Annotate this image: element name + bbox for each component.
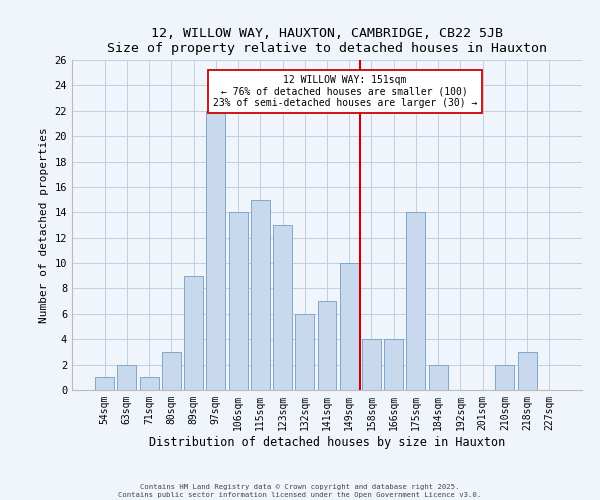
Bar	[229, 212, 248, 390]
Bar	[429, 364, 448, 390]
Bar	[162, 352, 181, 390]
Bar	[251, 200, 270, 390]
Bar	[340, 263, 359, 390]
Bar	[118, 364, 136, 390]
Bar	[95, 378, 114, 390]
X-axis label: Distribution of detached houses by size in Hauxton: Distribution of detached houses by size …	[149, 436, 505, 448]
Bar	[317, 301, 337, 390]
Bar	[273, 225, 292, 390]
Text: 12 WILLOW WAY: 151sqm
← 76% of detached houses are smaller (100)
23% of semi-det: 12 WILLOW WAY: 151sqm ← 76% of detached …	[212, 75, 477, 108]
Bar	[518, 352, 536, 390]
Bar	[406, 212, 425, 390]
Bar	[206, 111, 225, 390]
Y-axis label: Number of detached properties: Number of detached properties	[39, 127, 49, 323]
Bar	[295, 314, 314, 390]
Bar	[384, 339, 403, 390]
Bar	[496, 364, 514, 390]
Bar	[140, 378, 158, 390]
Title: 12, WILLOW WAY, HAUXTON, CAMBRIDGE, CB22 5JB
Size of property relative to detach: 12, WILLOW WAY, HAUXTON, CAMBRIDGE, CB22…	[107, 26, 547, 54]
Bar	[362, 339, 381, 390]
Bar	[184, 276, 203, 390]
Text: Contains HM Land Registry data © Crown copyright and database right 2025.
Contai: Contains HM Land Registry data © Crown c…	[118, 484, 482, 498]
